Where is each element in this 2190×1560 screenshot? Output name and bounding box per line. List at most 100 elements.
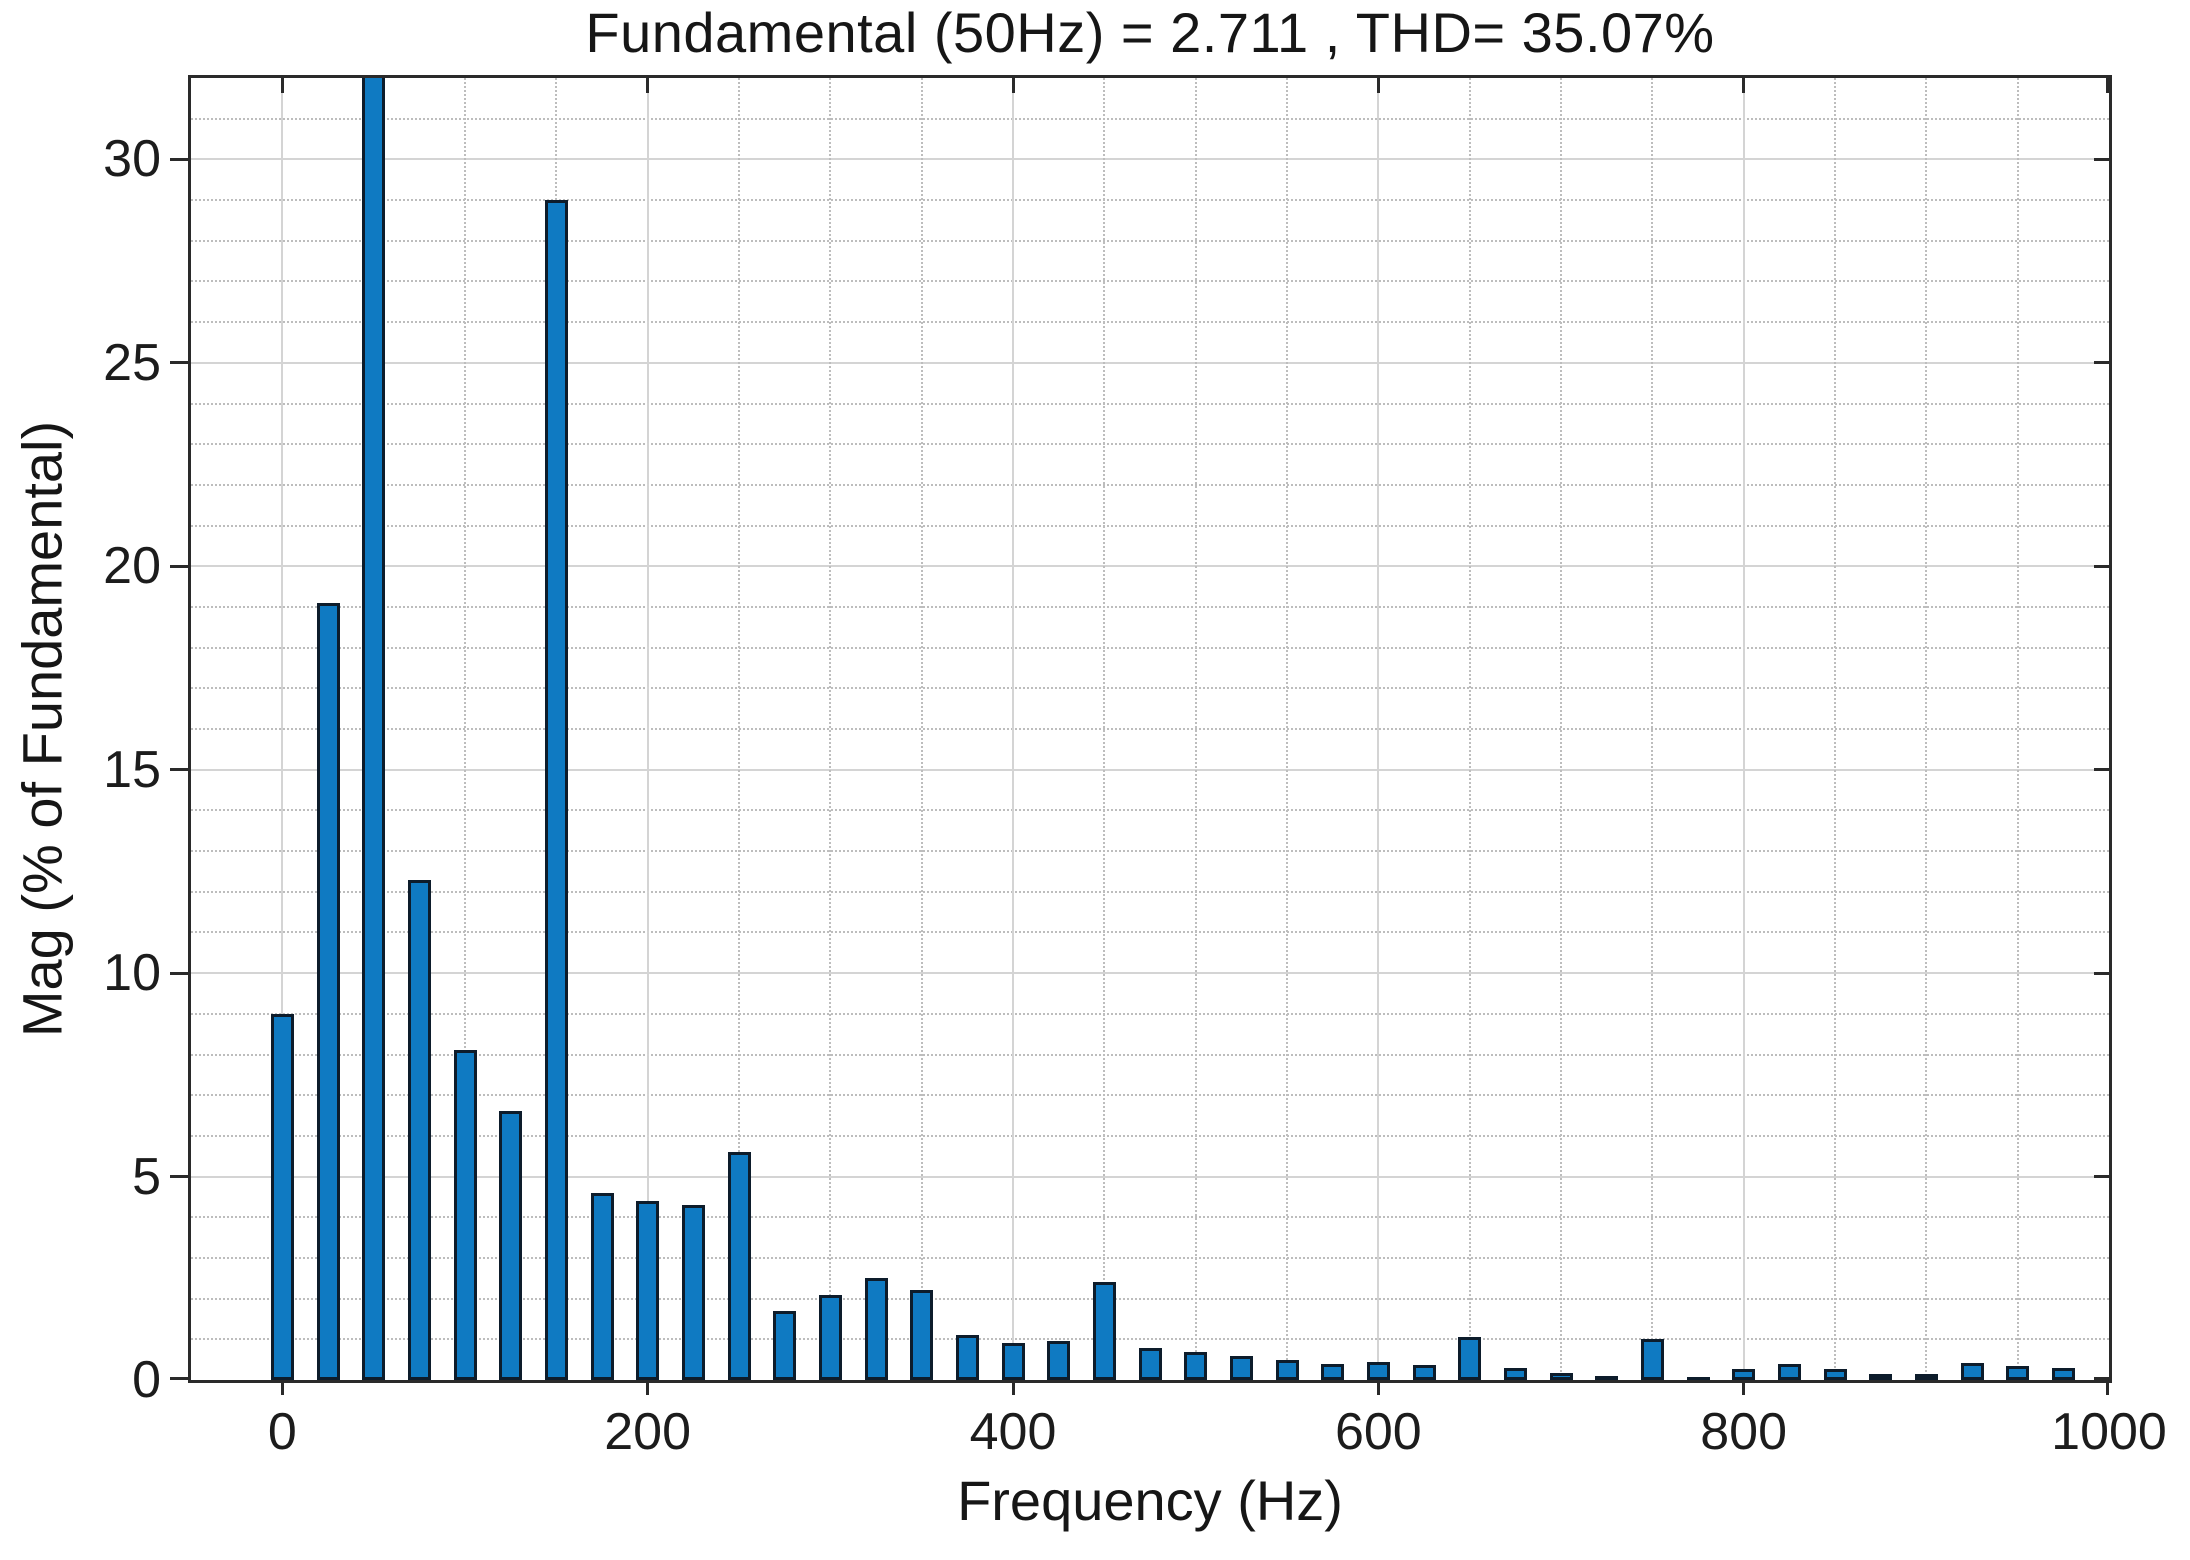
minor-gridline-horizontal: [191, 1216, 2109, 1219]
harmonic-bar: [1869, 1373, 1893, 1380]
minor-gridline-vertical: [829, 78, 832, 1380]
minor-gridline-vertical: [738, 78, 740, 1380]
minor-gridline-horizontal: [191, 1256, 2109, 1259]
harmonic-bar: [2051, 1367, 2075, 1380]
x-tick-label: 600: [1334, 1403, 1422, 1461]
x-axis-tick-bottom: [2105, 1380, 2109, 1395]
harmonic-bar: [270, 1013, 294, 1380]
harmonic-bar: [1092, 1282, 1116, 1380]
minor-gridline-horizontal: [191, 1338, 2109, 1341]
x-axis-tick-top: [646, 78, 650, 93]
minor-gridline-vertical: [1651, 78, 1654, 1380]
major-gridline-horizontal: [191, 1175, 2109, 1178]
harmonic-bar: [1503, 1367, 1527, 1380]
x-axis-tick-bottom: [1011, 1380, 1015, 1395]
y-tick-label: 15: [103, 740, 161, 799]
harmonic-bar: [864, 1278, 888, 1380]
harmonic-bar: [590, 1192, 614, 1380]
harmonic-bar: [362, 78, 386, 1380]
harmonic-bar: [1138, 1348, 1162, 1380]
harmonic-bar: [910, 1290, 934, 1380]
minor-gridline-horizontal: [191, 402, 2109, 405]
minor-gridline-horizontal: [191, 483, 2109, 486]
major-gridline-horizontal: [191, 565, 2109, 568]
plot-clip-region: [191, 78, 2109, 1380]
y-axis-tick-right: [2094, 564, 2109, 568]
major-gridline-vertical: [646, 78, 649, 1380]
x-tick-label: 200: [604, 1403, 692, 1461]
harmonic-bar: [316, 602, 340, 1380]
harmonic-bar: [1823, 1369, 1847, 1380]
y-axis-tick-left: [170, 971, 188, 975]
y-axis-tick-left: [170, 361, 188, 365]
x-axis-tick-bottom: [646, 1380, 650, 1395]
y-tick-label: 25: [103, 333, 161, 392]
major-gridline-horizontal: [191, 972, 2109, 975]
minor-gridline-horizontal: [191, 1134, 2109, 1137]
harmonic-bar: [1229, 1356, 1253, 1380]
minor-gridline-horizontal: [191, 1053, 2109, 1056]
y-tick-label: 30: [103, 130, 161, 189]
major-gridline-horizontal: [191, 768, 2109, 771]
harmonic-bar: [1184, 1351, 1208, 1380]
minor-gridline-horizontal: [191, 850, 2109, 853]
plot-area: 0 200 400 600 800 1000 0 5 10 15 20 25 30: [103, 75, 2167, 1461]
y-axis-tick-right: [2094, 361, 2109, 365]
harmonic-bar: [1549, 1372, 1573, 1380]
harmonic-bar: [1732, 1368, 1756, 1380]
y-tick-label: 10: [103, 944, 161, 1003]
x-tick-label: 1000: [2051, 1403, 2167, 1461]
minor-gridline-horizontal: [191, 890, 2109, 893]
minor-gridline-vertical: [1925, 78, 1928, 1380]
y-axis-tick-right: [2094, 768, 2109, 772]
minor-gridline-vertical: [1834, 78, 1836, 1380]
harmonic-bar: [1412, 1364, 1436, 1380]
x-axis-tick-top: [2105, 78, 2109, 93]
harmonic-bar: [1321, 1363, 1345, 1380]
minor-gridline-vertical: [920, 78, 923, 1380]
harmonic-bar: [818, 1294, 842, 1380]
y-tick-label: 20: [103, 537, 161, 596]
x-axis-tick-bottom: [280, 1380, 284, 1395]
harmonic-bar: [1640, 1339, 1664, 1380]
harmonic-bar: [1960, 1362, 1984, 1380]
major-gridline-vertical: [1377, 78, 1380, 1380]
minor-gridline-horizontal: [191, 605, 2109, 608]
y-axis-tick-left: [170, 157, 188, 161]
minor-gridline-horizontal: [191, 524, 2109, 527]
minor-gridline-horizontal: [191, 117, 2109, 120]
x-axis-label: Frequency (Hz): [957, 1469, 1343, 1532]
minor-gridline-vertical: [1194, 78, 1197, 1380]
harmonic-bar: [636, 1200, 660, 1380]
minor-gridline-vertical: [1560, 78, 1562, 1380]
minor-gridline-horizontal: [191, 1297, 2109, 1300]
x-axis-tick-top: [280, 78, 284, 93]
minor-gridline-vertical: [2016, 78, 2019, 1380]
minor-gridline-horizontal: [191, 646, 2109, 649]
minor-gridline-vertical: [1286, 78, 1288, 1380]
minor-gridline-vertical: [1468, 78, 1471, 1380]
harmonic-bar: [681, 1205, 705, 1380]
major-gridline-vertical: [281, 78, 284, 1380]
minor-gridline-horizontal: [191, 1012, 2109, 1015]
chart-title: Fundamental (50Hz) = 2.711 , THD= 35.07%: [585, 1, 1715, 64]
y-tick-label: 0: [132, 1351, 161, 1409]
y-tick-label: 5: [132, 1147, 161, 1206]
major-gridline-vertical: [1742, 78, 1745, 1380]
minor-gridline-horizontal: [191, 443, 2109, 446]
y-axis-tick-right: [2094, 1175, 2109, 1179]
minor-gridline-vertical: [464, 78, 466, 1380]
harmonic-bar: [955, 1335, 979, 1380]
harmonic-bar: [773, 1310, 797, 1380]
minor-gridline-horizontal: [191, 728, 2109, 730]
x-axis-tick-bottom: [1742, 1380, 1746, 1395]
x-tick-label: 400: [969, 1403, 1057, 1461]
harmonic-bar: [1275, 1359, 1299, 1380]
y-axis-tick-right: [2094, 971, 2109, 975]
minor-gridline-horizontal: [191, 931, 2109, 934]
x-axis-tick-top: [1376, 78, 1380, 93]
harmonic-bar: [1458, 1337, 1482, 1380]
harmonic-bar: [2006, 1365, 2030, 1380]
harmonic-bar: [1047, 1341, 1071, 1380]
